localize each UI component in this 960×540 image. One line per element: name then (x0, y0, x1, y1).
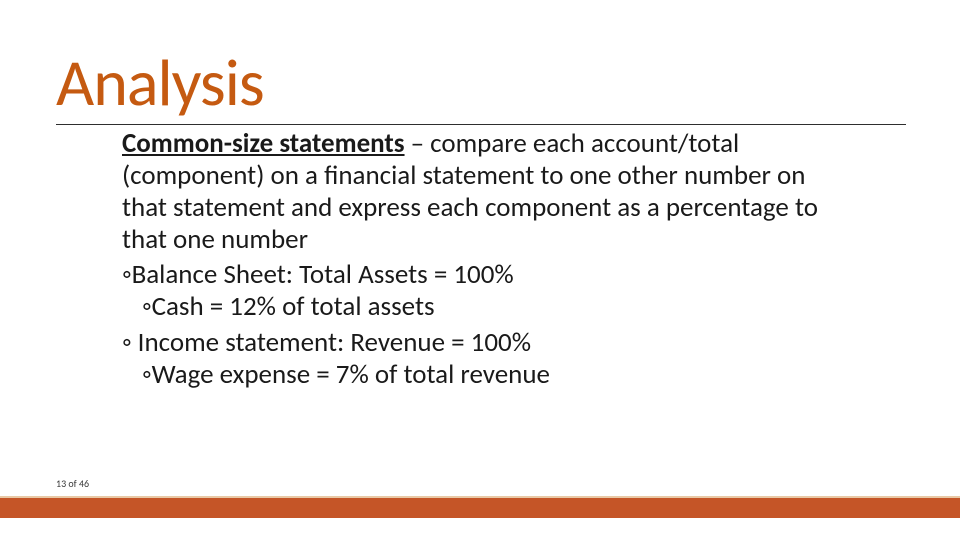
bullet-marker: ◦ (122, 258, 132, 291)
bullet-marker: ◦ (142, 290, 152, 323)
footer-band (0, 496, 960, 518)
bullet-text: Cash = 12% of total assets (152, 290, 435, 323)
bullet-marker: ◦ (142, 358, 152, 391)
bullet-item: ◦ Income statement: Revenue = 100% (122, 327, 842, 359)
bullet-text: Balance Sheet: Total Assets = 100% (132, 258, 514, 291)
slide: Analysis Common-size statements – compar… (0, 0, 960, 540)
bullet-text: Wage expense = 7% of total revenue (152, 358, 550, 391)
bullet-marker: ◦ (122, 326, 132, 359)
bullet-item: ◦Balance Sheet: Total Assets = 100% (122, 259, 842, 291)
slide-title: Analysis (56, 42, 264, 123)
term: Common-size statements (122, 127, 405, 160)
bullet-item: ◦Cash = 12% of total assets (142, 291, 842, 323)
title-underline (56, 124, 906, 125)
bullet-item: ◦Wage expense = 7% of total revenue (142, 359, 842, 391)
slide-body: Common-size statements – compare each ac… (122, 128, 842, 391)
bullet-text: Income statement: Revenue = 100% (132, 326, 531, 359)
page-number: 13 of 46 (56, 477, 89, 490)
